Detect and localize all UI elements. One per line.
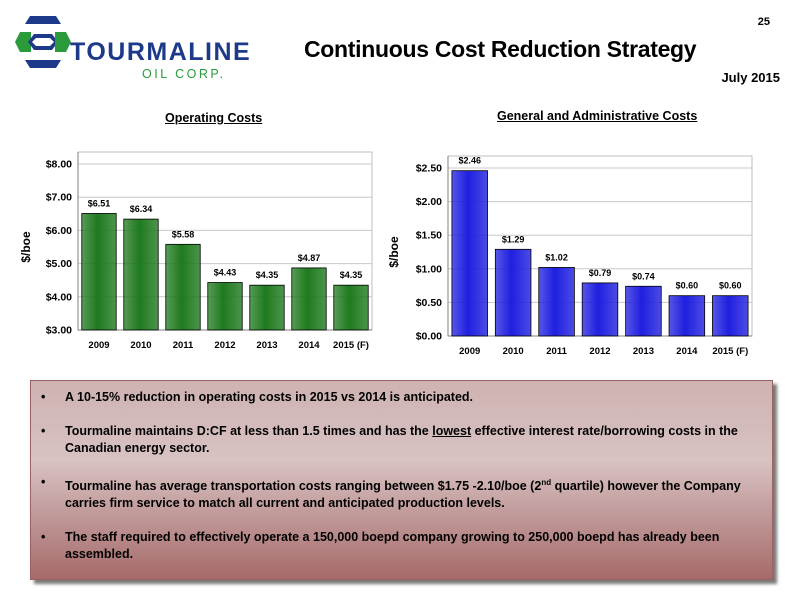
ga-x-tick-label: 2010 xyxy=(503,346,524,357)
company-logo: TOURMALINE OIL CORP. xyxy=(14,12,250,82)
bullet-text: A 10-15% reduction in operating costs in… xyxy=(65,390,474,404)
bullet-item: A 10-15% reduction in operating costs in… xyxy=(41,389,762,406)
ga-costs-chart: $0.00 $0.50 $1.00 $1.50 $2.00 $2.50 $/boe $2.46… xyxy=(387,155,753,357)
op-y-tick-label: $6.00 xyxy=(46,225,72,237)
ga-x-tick-label: 2009 xyxy=(459,346,480,357)
ga-bar xyxy=(712,295,749,337)
op-y-axis-label: $/boe xyxy=(19,231,33,263)
ga-x-tick-label: 2014 xyxy=(676,346,698,357)
ga-costs-title: General and Administrative Costs xyxy=(497,109,698,123)
op-y-tick-label: $4.00 xyxy=(46,291,72,303)
bullet-item: The staff required to effectively operat… xyxy=(41,529,762,563)
op-value-label: $4.43 xyxy=(214,268,237,278)
op-x-tick-label: 2009 xyxy=(88,340,109,351)
logo-subtitle: OIL CORP. xyxy=(142,67,226,81)
ga-value-label: $0.79 xyxy=(589,268,612,278)
op-x-tick-label: 2013 xyxy=(256,340,277,351)
ga-value-label: $2.46 xyxy=(458,156,481,166)
operating-costs-title: Operating Costs xyxy=(165,111,263,125)
op-y-tick-label: $5.00 xyxy=(46,258,72,270)
op-value-label: $4.35 xyxy=(256,270,279,280)
bullet-text: Tourmaline maintains D:CF at less than 1… xyxy=(65,424,433,438)
bullet-superscript: nd xyxy=(541,478,552,487)
ga-value-label: $1.02 xyxy=(545,252,568,262)
op-bar xyxy=(249,284,285,331)
op-bar xyxy=(291,267,327,331)
bullet-text: effective interest rate/borrowing costs … xyxy=(65,424,738,455)
ga-y-tick-label: $2.50 xyxy=(416,163,442,175)
bullet-underlined: lowest xyxy=(432,424,472,438)
op-value-label: $6.34 xyxy=(130,204,153,214)
bullet-item: Tourmaline maintains D:CF at less than 1… xyxy=(41,423,762,457)
op-y-tick-label: $3.00 xyxy=(46,325,72,337)
op-bar xyxy=(81,213,117,331)
op-value-label: $4.87 xyxy=(298,253,321,263)
op-bar xyxy=(123,218,159,331)
ga-x-tick-label: 2013 xyxy=(633,346,654,357)
ga-value-label: $0.74 xyxy=(632,271,655,281)
op-y-tick-label: $8.00 xyxy=(46,159,72,171)
ga-bar xyxy=(494,248,532,337)
op-x-tick-label: 2010 xyxy=(130,340,151,351)
op-value-label: $6.51 xyxy=(88,198,111,208)
bullet-item: Tourmaline has average transportation co… xyxy=(41,474,762,512)
bullet-text: The staff required to effectively operat… xyxy=(65,530,720,562)
op-x-tick-label: 2012 xyxy=(214,340,235,351)
ga-x-tick-label: 2011 xyxy=(546,346,567,357)
ga-bar xyxy=(668,295,706,337)
ga-value-label: $0.60 xyxy=(676,281,699,291)
ga-bar xyxy=(451,170,488,337)
op-x-tick-label: 2014 xyxy=(298,340,320,351)
page-number: 25 xyxy=(757,16,770,28)
ga-value-label: $0.60 xyxy=(719,281,742,291)
ga-y-axis-label: $/boe xyxy=(387,236,401,268)
ga-value-label: $1.29 xyxy=(502,234,525,244)
ga-bar xyxy=(538,267,575,337)
op-value-label: $4.35 xyxy=(340,270,363,280)
op-x-tick-label: 2011 xyxy=(173,340,194,351)
op-bar xyxy=(333,284,369,331)
ga-y-tick-label: $2.00 xyxy=(416,196,442,208)
operating-costs-chart: $3.00 $4.00 $5.00 $6.00 $7.00 $8.00 $/boe $6.51… xyxy=(19,151,373,351)
op-value-label: $5.58 xyxy=(172,229,195,239)
bullet-text: Tourmaline has average transportation co… xyxy=(65,479,542,494)
op-y-tick-label: $7.00 xyxy=(46,192,72,204)
page-date: July 2015 xyxy=(721,70,780,85)
ga-bar xyxy=(581,282,619,337)
op-bar xyxy=(207,282,243,331)
logo-name: TOURMALINE xyxy=(70,38,252,66)
page-title: Continuous Cost Reduction Strategy xyxy=(304,36,697,62)
ga-x-tick-label: 2015 (F) xyxy=(712,346,748,357)
op-x-tick-label: 2015 (F) xyxy=(333,340,369,351)
logo-hexagon-icon xyxy=(15,16,71,68)
bullet-text: quartile) however the Company carries fi… xyxy=(65,479,741,511)
ga-x-tick-label: 2012 xyxy=(589,346,610,357)
ga-y-tick-label: $0.50 xyxy=(416,297,442,309)
ga-bar xyxy=(625,285,662,337)
ga-y-tick-label: $0.00 xyxy=(416,331,442,343)
op-bar xyxy=(165,243,201,331)
ga-y-tick-label: $1.00 xyxy=(416,263,442,275)
bullet-box: A 10-15% reduction in operating costs in… xyxy=(30,380,773,580)
ga-y-tick-label: $1.50 xyxy=(416,230,442,242)
